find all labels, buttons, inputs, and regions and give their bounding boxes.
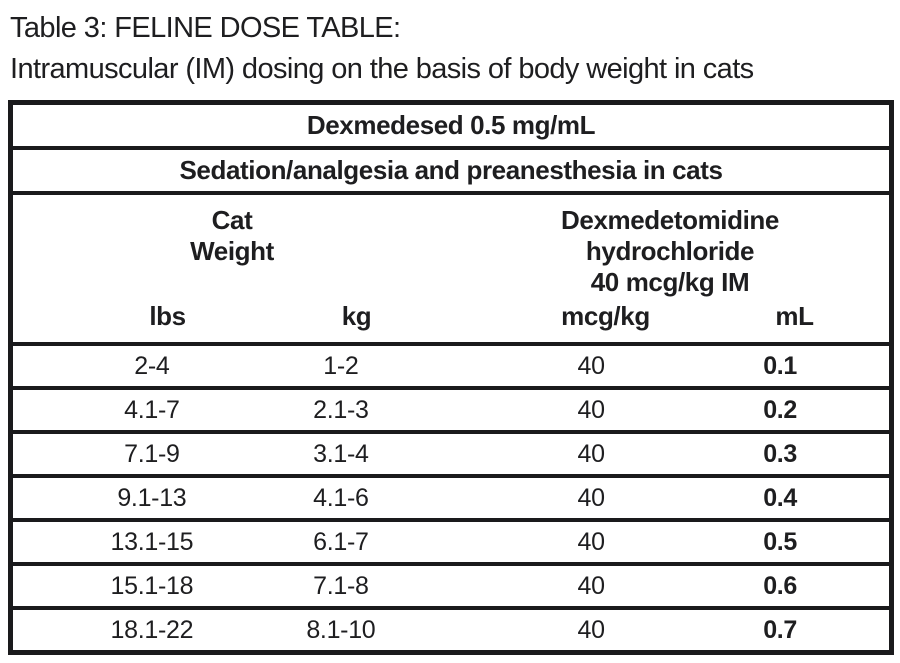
kg-value: 1-2 (230, 342, 451, 388)
lbs-value: 4.1-7 (10, 386, 231, 432)
group-label-line: 40 mcg/kg IM (590, 267, 750, 297)
dose-table-row: 15.1-18 7.1-8 40 0.6 (10, 562, 892, 608)
dose-group-label: Dexmedetomidine hydrochloride 40 mcg/kg … (451, 205, 889, 298)
cat-weight-group-label: Cat Weight (13, 205, 451, 267)
mcg-kg-value: 40 (451, 342, 672, 388)
mcg-kg-value: 40 (451, 518, 672, 564)
ml-value: 0.2 (671, 386, 892, 432)
table-title: Table 3: FELINE DOSE TABLE: (10, 12, 401, 44)
column-header-row: Cat Weight lbs kg Dexmedetomidine hydr (10, 191, 892, 344)
indication-header-row: Sedation/analgesia and preanesthesia in … (10, 146, 892, 193)
kg-value: 6.1-7 (230, 518, 451, 564)
table-subtitle: Intramuscular (IM) dosing on the basis o… (10, 53, 754, 85)
dose-subcolumn-labels: mcg/kg mL (451, 301, 889, 332)
mcg-kg-value: 40 (451, 386, 672, 432)
kg-value: 3.1-4 (230, 430, 451, 476)
kg-column-header: kg (341, 301, 372, 331)
weight-subcolumn-labels: lbs kg (13, 301, 451, 332)
ml-value: 0.3 (671, 430, 892, 476)
lbs-value: 2-4 (10, 342, 231, 388)
ml-value: 0.6 (671, 562, 892, 608)
dose-table-row: 2-4 1-2 40 0.1 (10, 342, 892, 388)
group-label-line: hydrochloride (585, 236, 755, 266)
kg-value: 2.1-3 (230, 386, 451, 432)
dose-table-row: 4.1-7 2.1-3 40 0.2 (10, 386, 892, 432)
mcg-kg-value: 40 (451, 430, 672, 476)
dose-table-row: 13.1-15 6.1-7 40 0.5 (10, 518, 892, 564)
kg-value: 7.1-8 (230, 562, 451, 608)
mcg-kg-value: 40 (451, 562, 672, 608)
lbs-value: 13.1-15 (10, 518, 231, 564)
cat-weight-header-cell: Cat Weight lbs kg (10, 191, 451, 344)
ml-value: 0.7 (671, 606, 892, 653)
group-label-line: Dexmedetomidine (561, 205, 779, 235)
dose-header-cell: Dexmedetomidine hydrochloride 40 mcg/kg … (451, 191, 892, 344)
product-header-row: Dexmedesed 0.5 mg/mL (10, 100, 892, 148)
lbs-value: 9.1-13 (10, 474, 231, 520)
table-caption: Table 3: FELINE DOSE TABLE: Intramuscula… (10, 8, 894, 90)
dose-table-row: 18.1-22 8.1-10 40 0.7 (10, 606, 892, 653)
feline-dose-table: Dexmedesed 0.5 mg/mL Sedation/analgesia … (8, 100, 894, 655)
dose-table-row: 7.1-9 3.1-4 40 0.3 (10, 430, 892, 476)
ml-value: 0.5 (671, 518, 892, 564)
indication-cell: Sedation/analgesia and preanesthesia in … (10, 146, 892, 193)
group-label-line: Cat (211, 205, 253, 235)
lbs-value: 18.1-22 (10, 606, 231, 653)
kg-value: 4.1-6 (230, 474, 451, 520)
lbs-value: 15.1-18 (10, 562, 231, 608)
dose-table-row: 9.1-13 4.1-6 40 0.4 (10, 474, 892, 520)
kg-value: 8.1-10 (230, 606, 451, 653)
group-label-line: Weight (190, 236, 274, 266)
ml-value: 0.4 (671, 474, 892, 520)
mcg-kg-column-header: mcg/kg (561, 301, 650, 331)
product-name-cell: Dexmedesed 0.5 mg/mL (10, 100, 892, 148)
lbs-column-header: lbs (149, 301, 186, 331)
ml-value: 0.1 (671, 342, 892, 388)
ml-column-header: mL (775, 301, 814, 331)
lbs-value: 7.1-9 (10, 430, 231, 476)
mcg-kg-value: 40 (451, 474, 672, 520)
mcg-kg-value: 40 (451, 606, 672, 653)
